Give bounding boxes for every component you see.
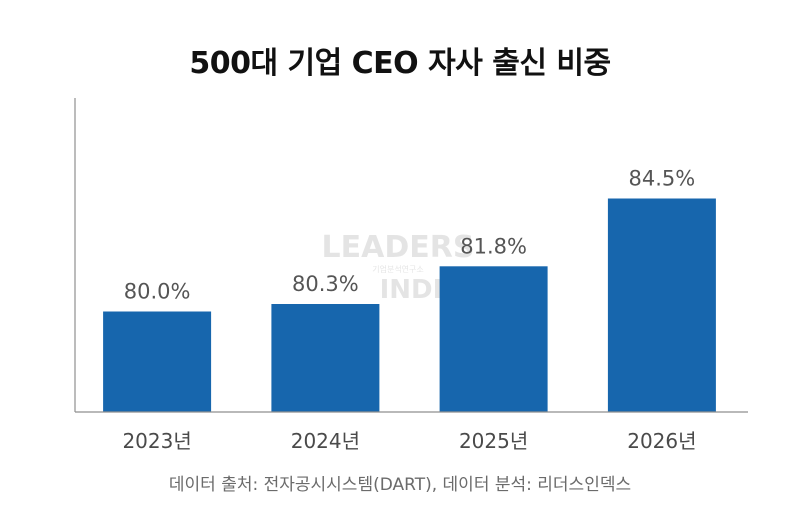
bar-2024년 [271,304,380,412]
x-tick-label: 2024년 [291,429,360,453]
watermark-sub: 기업분석연구소 [372,264,424,274]
bar-value-label: 84.5% [629,167,696,191]
x-tick-label: 2025년 [459,429,528,453]
watermark-main: LEADERS [322,230,475,265]
source-note: 데이터 출처: 전자공시시스템(DART), 데이터 분석: 리더스인덱스 [168,475,632,495]
bar-labels-group: 80.0% 80.3% 81.8% 84.5% [124,167,696,304]
bar-2026년 [607,198,716,412]
x-tick-labels-group: 2023년 2024년 2025년 2026년 [122,429,696,453]
bar-2025년 [439,266,548,412]
bar-2023년 [103,311,212,412]
bars-group [103,198,716,412]
bar-value-label: 81.8% [460,234,527,258]
x-tick-label: 2026년 [627,429,696,453]
bar-value-label: 80.0% [124,280,191,304]
chart-title: 500대 기업 CEO 자사 출신 비중 [189,46,611,81]
bar-value-label: 80.3% [292,272,359,296]
x-tick-label: 2023년 [122,429,191,453]
